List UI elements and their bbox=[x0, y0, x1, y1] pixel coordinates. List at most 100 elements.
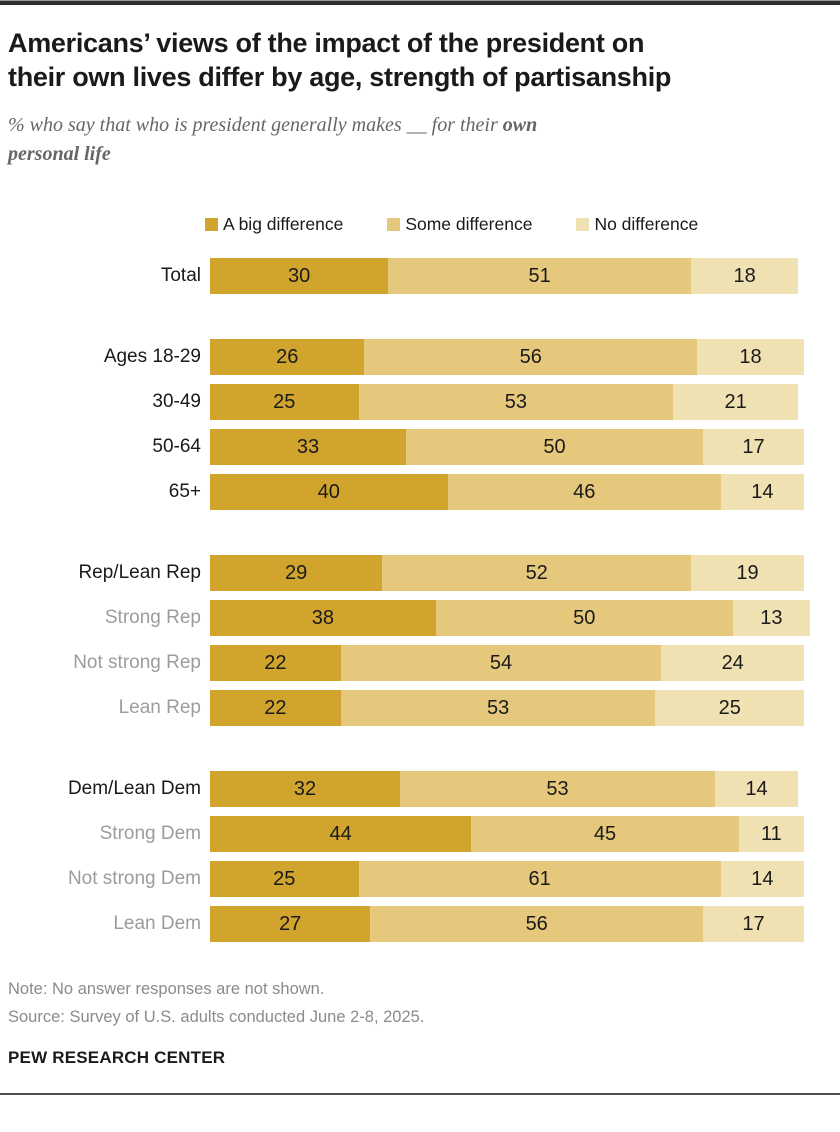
stacked-bar: 32 53 14 bbox=[210, 771, 799, 807]
bar-segment-some-difference: 46 bbox=[447, 474, 721, 510]
chart: Total 30 51 18 Ages 18-29 26 56 18 30-49 25 53 21 50… bbox=[8, 258, 830, 942]
stacked-bar: 30 51 18 bbox=[210, 258, 799, 294]
row-label: Dem/Lean Dem bbox=[67, 778, 201, 799]
bar-segment-some-difference: 50 bbox=[406, 429, 704, 465]
stacked-bar: 22 54 24 bbox=[210, 645, 804, 681]
chart-row: Strong Rep 38 50 13 bbox=[8, 600, 830, 636]
stacked-bar: 40 46 14 bbox=[210, 474, 804, 510]
bar-segment-big-difference: 25 bbox=[210, 384, 359, 420]
bar-segment-some-difference: 50 bbox=[435, 600, 733, 636]
bar-segment-no-difference: 18 bbox=[691, 258, 799, 294]
bar-segment-big-difference: 32 bbox=[210, 771, 401, 807]
row-label: Strong Rep bbox=[104, 607, 201, 628]
row-label: Strong Dem bbox=[99, 823, 201, 844]
some-difference-swatch-icon bbox=[387, 218, 401, 231]
subtitle-bold-personal-life: personal life bbox=[8, 143, 111, 165]
bar-segment-some-difference: 53 bbox=[358, 384, 674, 420]
subtitle-bold-own: own bbox=[502, 114, 538, 136]
chart-row: 65+ 40 46 14 bbox=[8, 474, 830, 510]
row-label: Lean Dem bbox=[113, 913, 201, 934]
row-label: Rep/Lean Rep bbox=[78, 562, 201, 583]
row-label: Not strong Rep bbox=[73, 652, 201, 673]
bar-segment-some-difference: 53 bbox=[340, 690, 656, 726]
note-text: Note: No answer responses are not shown. bbox=[8, 980, 325, 998]
page-title-line1: Americans’ views of the impact of the pr… bbox=[8, 28, 645, 58]
page-title: Americans’ views of the impact of the pr… bbox=[8, 26, 830, 94]
bar-segment-no-difference: 13 bbox=[732, 600, 810, 636]
chart-row: Not strong Dem 25 61 14 bbox=[8, 861, 830, 897]
no-difference-swatch-icon bbox=[576, 218, 590, 231]
bar-segment-some-difference: 52 bbox=[382, 555, 692, 591]
row-label: 30-49 bbox=[152, 391, 201, 412]
brand-wordmark: PEW RESEARCH CENTER bbox=[8, 1048, 226, 1067]
row-label: Lean Rep bbox=[118, 697, 201, 718]
chart-row: 30-49 25 53 21 bbox=[8, 384, 830, 420]
legend-label: No difference bbox=[594, 214, 699, 234]
bar-segment-big-difference: 33 bbox=[210, 429, 407, 465]
bar-segment-big-difference: 22 bbox=[210, 645, 341, 681]
legend-item-no-difference: No difference bbox=[576, 214, 698, 235]
bar-segment-no-difference: 17 bbox=[703, 429, 804, 465]
bar-segment-big-difference: 25 bbox=[210, 861, 359, 897]
stacked-bar: 27 56 17 bbox=[210, 906, 804, 942]
bar-segment-big-difference: 38 bbox=[210, 600, 436, 636]
chart-row: Total 30 51 18 bbox=[8, 258, 830, 294]
chart-row: 50-64 33 50 17 bbox=[8, 429, 830, 465]
bottom-rule bbox=[0, 1093, 840, 1095]
chart-subtitle: % who say that who is president generall… bbox=[8, 111, 830, 169]
bar-segment-some-difference: 56 bbox=[370, 906, 703, 942]
bar-segment-big-difference: 27 bbox=[210, 906, 371, 942]
bar-segment-no-difference: 11 bbox=[738, 816, 804, 852]
stacked-bar: 33 50 17 bbox=[210, 429, 804, 465]
chart-legend: A big difference Some difference No differ… bbox=[205, 214, 830, 235]
bar-segment-big-difference: 40 bbox=[210, 474, 448, 510]
subtitle-line1: % who say that who is president generall… bbox=[8, 111, 830, 140]
subtitle-line2: personal life bbox=[8, 140, 830, 169]
chart-row: Ages 18-29 26 56 18 bbox=[8, 339, 830, 375]
chart-row: Dem/Lean Dem 32 53 14 bbox=[8, 771, 830, 807]
chart-row: Lean Dem 27 56 17 bbox=[8, 906, 830, 942]
bar-segment-some-difference: 61 bbox=[358, 861, 721, 897]
stacked-bar: 22 53 25 bbox=[210, 690, 804, 726]
bar-segment-big-difference: 44 bbox=[210, 816, 472, 852]
bar-segment-no-difference: 14 bbox=[714, 771, 799, 807]
chart-row: Rep/Lean Rep 29 52 19 bbox=[8, 555, 830, 591]
bar-segment-big-difference: 26 bbox=[210, 339, 365, 375]
bar-segment-no-difference: 19 bbox=[691, 555, 804, 591]
legend-item-some-difference: Some difference bbox=[387, 214, 532, 235]
legend-item-big-difference: A big difference bbox=[205, 214, 343, 235]
bar-segment-no-difference: 17 bbox=[703, 906, 804, 942]
bar-segment-no-difference: 14 bbox=[720, 861, 804, 897]
page-title-line2: their own lives differ by age, strength … bbox=[8, 62, 672, 92]
bar-segment-no-difference: 18 bbox=[697, 339, 804, 375]
bar-segment-some-difference: 45 bbox=[471, 816, 739, 852]
bar-segment-no-difference: 24 bbox=[661, 645, 804, 681]
row-label: Total bbox=[160, 265, 201, 286]
chart-row: Lean Rep 22 53 25 bbox=[8, 690, 830, 726]
row-label: Not strong Dem bbox=[67, 868, 201, 889]
bar-segment-no-difference: 25 bbox=[655, 690, 804, 726]
bar-segment-big-difference: 22 bbox=[210, 690, 341, 726]
stacked-bar: 29 52 19 bbox=[210, 555, 804, 591]
row-label: Ages 18-29 bbox=[103, 346, 201, 367]
bar-segment-no-difference: 14 bbox=[720, 474, 804, 510]
bar-segment-some-difference: 54 bbox=[340, 645, 662, 681]
bar-segment-big-difference: 29 bbox=[210, 555, 383, 591]
top-rule bbox=[0, 0, 840, 5]
footer: Note: No answer responses are not shown.… bbox=[8, 975, 830, 1068]
legend-label: Some difference bbox=[405, 214, 533, 234]
row-label: 65+ bbox=[168, 481, 201, 502]
bar-segment-no-difference: 21 bbox=[673, 384, 799, 420]
source-text: Source: Survey of U.S. adults conducted … bbox=[8, 1008, 425, 1026]
bar-segment-some-difference: 53 bbox=[400, 771, 715, 807]
row-label: 50-64 bbox=[152, 436, 201, 457]
stacked-bar: 26 56 18 bbox=[210, 339, 804, 375]
stacked-bar: 38 50 13 bbox=[210, 600, 810, 636]
legend-label: A big difference bbox=[223, 214, 344, 234]
stacked-bar: 25 61 14 bbox=[210, 861, 804, 897]
bar-segment-some-difference: 56 bbox=[364, 339, 698, 375]
subtitle-regular: % who say that who is president generall… bbox=[8, 114, 503, 136]
bar-segment-big-difference: 30 bbox=[210, 258, 389, 294]
big-difference-swatch-icon bbox=[205, 218, 218, 231]
bar-segment-some-difference: 51 bbox=[388, 258, 692, 294]
